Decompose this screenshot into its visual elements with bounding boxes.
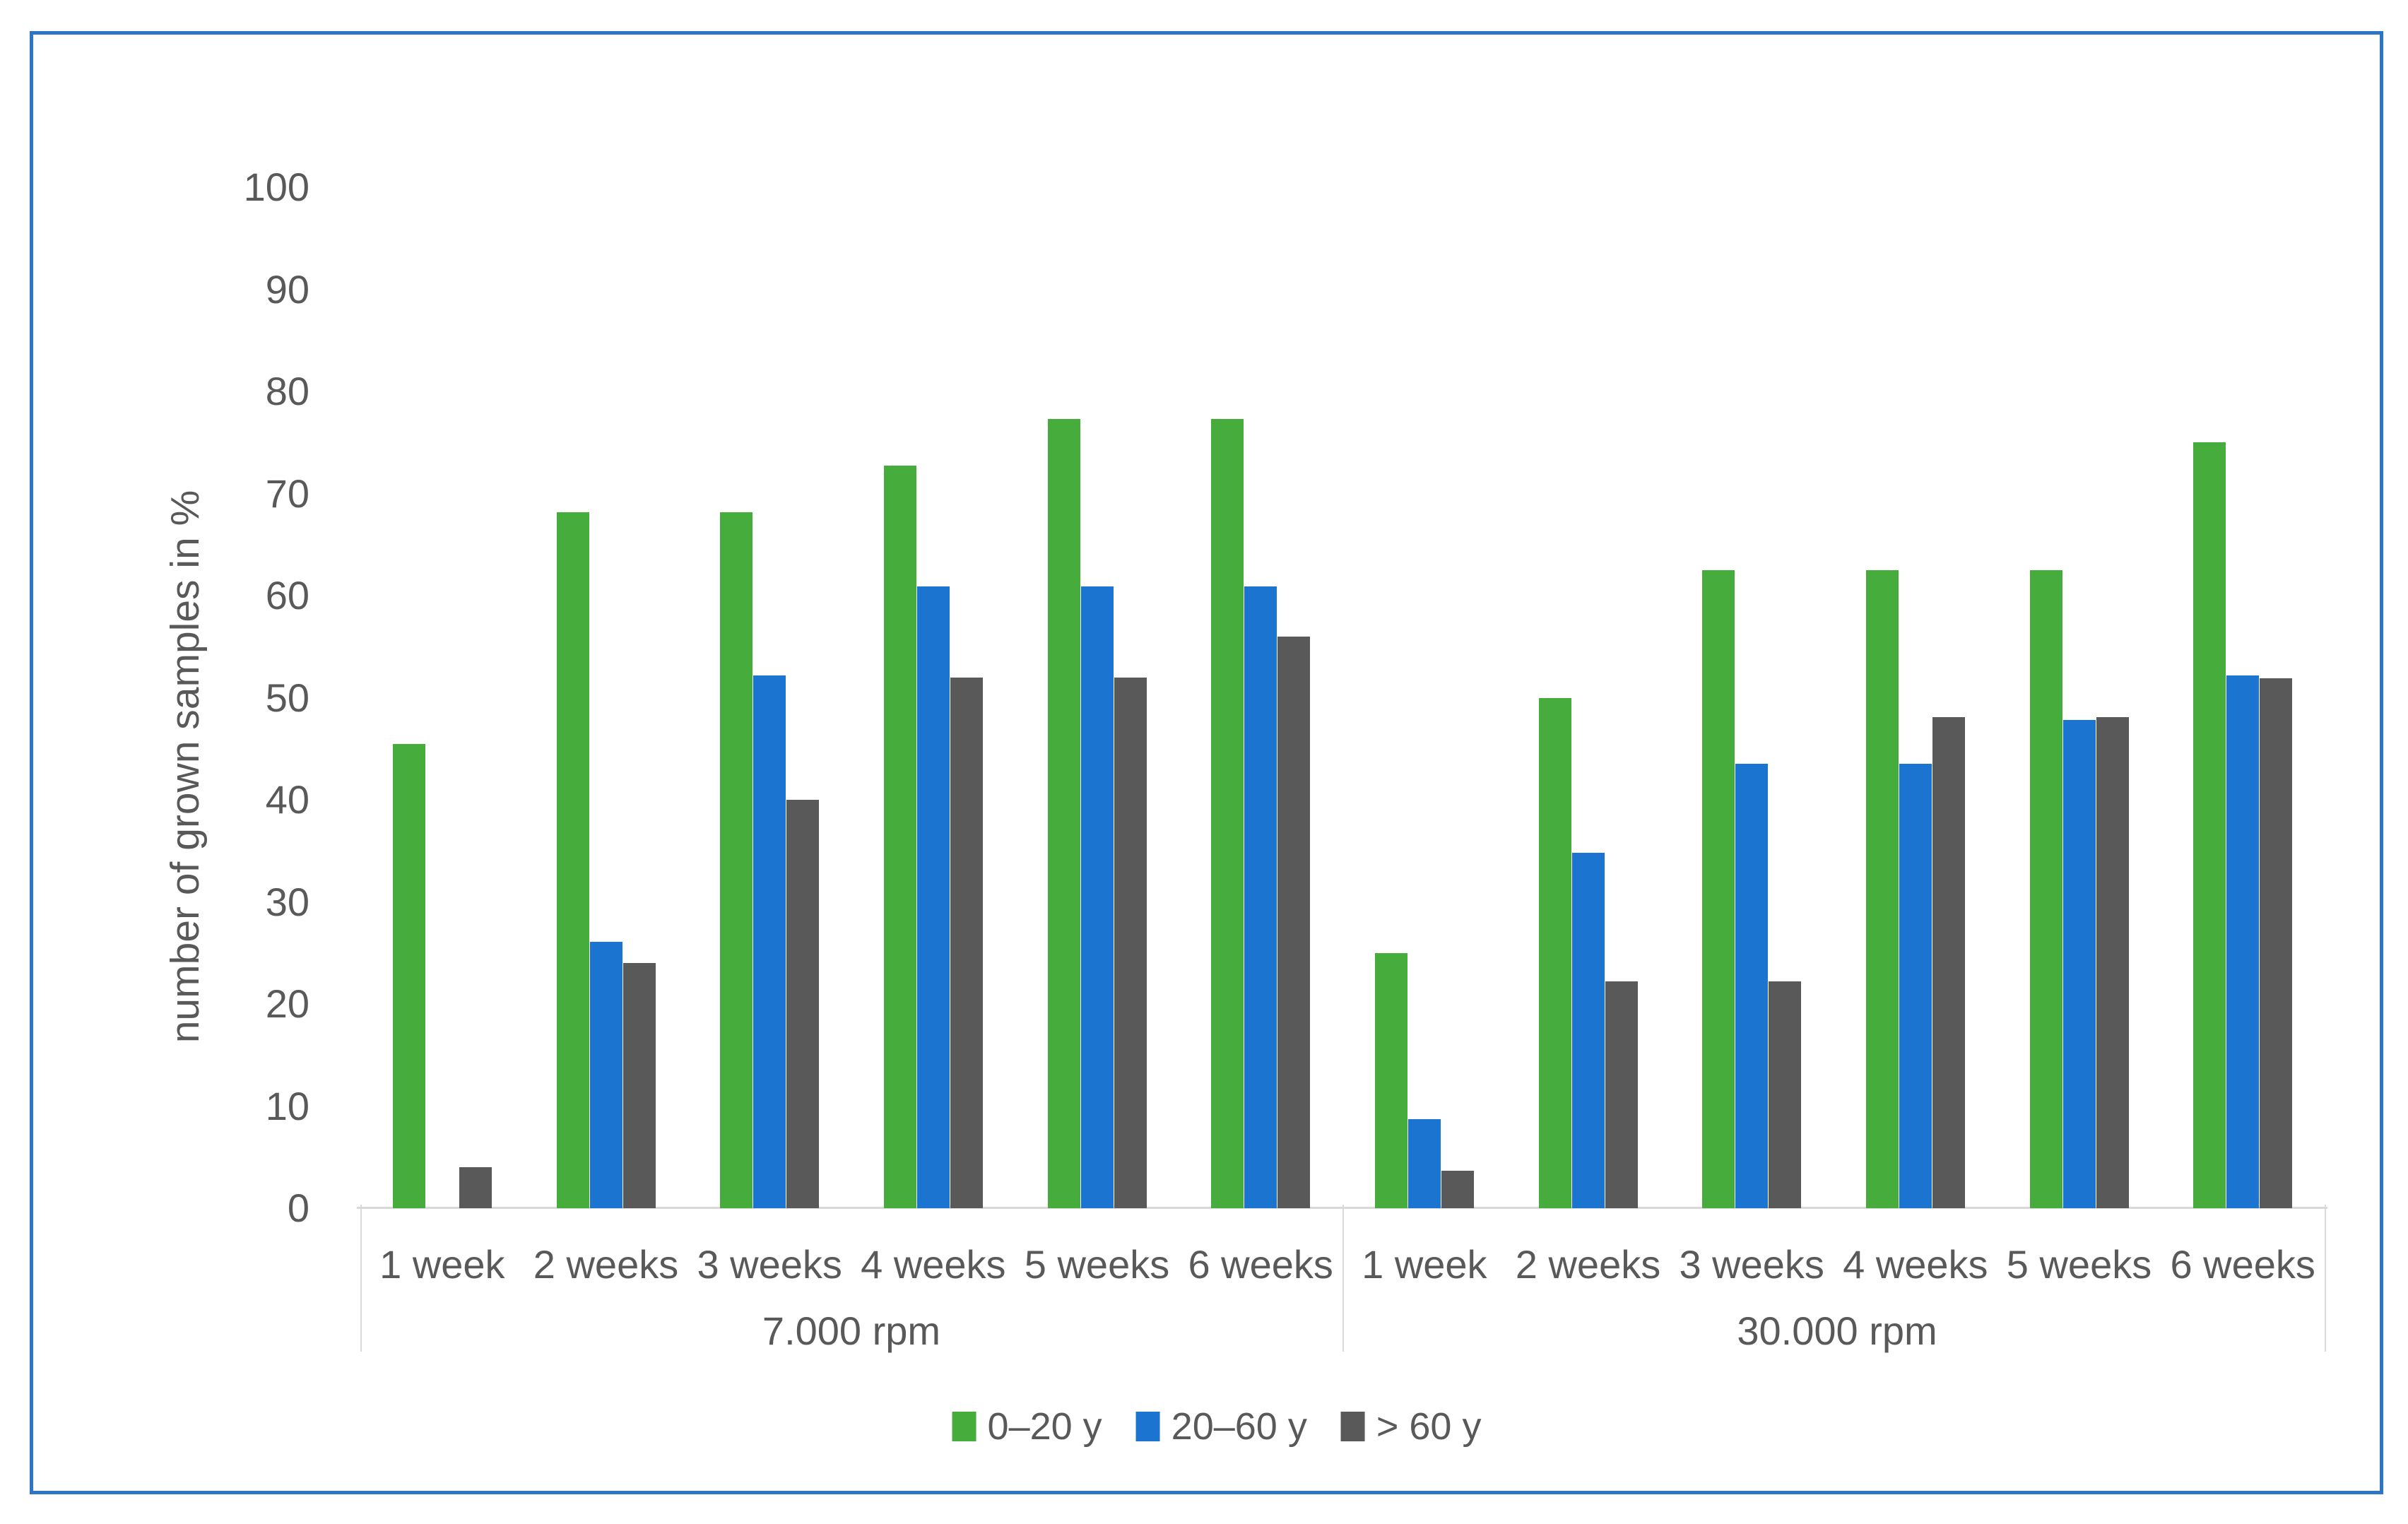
y-tick-label-40: 40	[265, 777, 309, 822]
group-label-7000rpm: 7.000 rpm	[762, 1309, 941, 1353]
y-tick-label-10: 10	[265, 1083, 309, 1128]
y-tick-label-60: 60	[265, 573, 309, 618]
bar-7000rpm-6weeks-series1	[1244, 586, 1277, 1208]
y-tick-label-70: 70	[265, 471, 309, 516]
legend-label: > 60 y	[1376, 1405, 1482, 1448]
bar-30000rpm-5weeks-series0	[2029, 569, 2062, 1208]
bar-30000rpm-2weeks-series2	[1605, 981, 1638, 1208]
bar-30000rpm-4weeks-series2	[1932, 716, 1965, 1208]
bar-30000rpm-2weeks-series1	[1571, 853, 1605, 1208]
x-label-7000rpm-6weeks: 6 weeks	[1188, 1242, 1333, 1287]
legend-item-20-60y: 20–60 y	[1135, 1405, 1307, 1448]
y-tick-label-80: 80	[265, 369, 309, 413]
bar-7000rpm-3weeks-series0	[720, 512, 753, 1208]
bar-7000rpm-3weeks-series1	[753, 675, 786, 1208]
bar-7000rpm-2weeks-series2	[622, 963, 656, 1208]
bar-30000rpm-5weeks-series2	[2096, 716, 2129, 1208]
group-separator-1	[1342, 1205, 1344, 1352]
bar-7000rpm-3weeks-series2	[786, 800, 820, 1208]
bar-7000rpm-1week-series2	[459, 1167, 492, 1208]
y-tick-label-0: 0	[287, 1186, 309, 1230]
legend-item-0-20y: 0–20 y	[952, 1405, 1102, 1448]
legend-swatch-gray-icon	[1340, 1412, 1365, 1441]
bar-7000rpm-4weeks-series1	[916, 586, 950, 1208]
group-separator-2	[2325, 1205, 2326, 1352]
bar-7000rpm-2weeks-series0	[556, 512, 589, 1208]
x-label-30000rpm-3weeks: 3 weeks	[1679, 1242, 1824, 1287]
bar-30000rpm-1week-series2	[1441, 1170, 1474, 1208]
x-label-30000rpm-2weeks: 2 weeks	[1515, 1242, 1661, 1287]
legend-swatch-green-icon	[952, 1412, 976, 1441]
bar-30000rpm-6weeks-series0	[2193, 442, 2226, 1208]
bar-7000rpm-4weeks-series0	[883, 466, 916, 1208]
y-tick-label-30: 30	[265, 879, 309, 924]
bar-7000rpm-5weeks-series1	[1080, 586, 1114, 1208]
bar-7000rpm-5weeks-series0	[1047, 419, 1080, 1208]
bar-7000rpm-4weeks-series2	[950, 677, 983, 1208]
x-label-30000rpm-4weeks: 4 weeks	[1843, 1242, 1988, 1287]
chart-legend: 0–20 y 20–60 y > 60 y	[952, 1405, 1482, 1448]
y-tick-label-20: 20	[265, 981, 309, 1026]
x-label-7000rpm-5weeks: 5 weeks	[1024, 1242, 1170, 1287]
x-label-7000rpm-1week: 1 week	[379, 1242, 505, 1287]
bar-30000rpm-4weeks-series0	[1865, 569, 1899, 1208]
bar-30000rpm-5weeks-series1	[2062, 720, 2096, 1208]
x-label-7000rpm-2weeks: 2 weeks	[533, 1242, 679, 1287]
x-label-30000rpm-5weeks: 5 weeks	[2006, 1242, 2152, 1287]
legend-label: 0–20 y	[987, 1405, 1102, 1448]
x-label-7000rpm-3weeks: 3 weeks	[697, 1242, 842, 1287]
y-tick-label-50: 50	[265, 675, 309, 720]
x-label-30000rpm-1week: 1 week	[1362, 1242, 1487, 1287]
bar-30000rpm-3weeks-series1	[1735, 764, 1769, 1208]
group-label-30000rpm: 30.000 rpm	[1737, 1309, 1937, 1353]
bar-30000rpm-1week-series1	[1407, 1119, 1441, 1208]
legend-swatch-blue-icon	[1135, 1412, 1160, 1441]
bar-30000rpm-6weeks-series1	[2226, 675, 2260, 1208]
x-axis-line	[357, 1207, 2327, 1209]
legend-item-over60y: > 60 y	[1340, 1405, 1482, 1448]
bar-7000rpm-5weeks-series2	[1114, 677, 1147, 1208]
y-tick-label-90: 90	[265, 266, 309, 312]
bar-30000rpm-1week-series0	[1374, 952, 1407, 1208]
bar-7000rpm-6weeks-series2	[1277, 636, 1311, 1208]
x-label-7000rpm-4weeks: 4 weeks	[861, 1242, 1006, 1287]
bar-30000rpm-3weeks-series2	[1769, 981, 1802, 1208]
bar-7000rpm-2weeks-series1	[589, 941, 622, 1208]
bar-7000rpm-1week-series0	[392, 743, 425, 1208]
y-tick-label-100: 100	[243, 165, 309, 209]
legend-label: 20–60 y	[1171, 1405, 1307, 1448]
bar-30000rpm-3weeks-series0	[1702, 569, 1735, 1208]
bar-7000rpm-6weeks-series0	[1211, 419, 1244, 1208]
group-separator-0	[360, 1205, 362, 1352]
bar-30000rpm-4weeks-series1	[1899, 764, 1932, 1208]
bar-30000rpm-2weeks-series0	[1538, 697, 1571, 1208]
bar-30000rpm-6weeks-series2	[2260, 678, 2293, 1208]
x-label-30000rpm-6weeks: 6 weeks	[2170, 1242, 2315, 1287]
